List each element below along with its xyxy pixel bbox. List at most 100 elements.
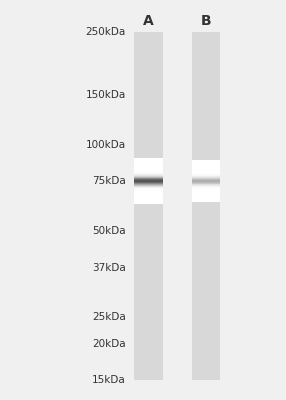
Bar	[134, 182, 163, 183]
Bar	[134, 165, 163, 166]
Bar	[134, 164, 163, 165]
Bar	[192, 191, 220, 192]
Bar	[134, 187, 163, 188]
Bar	[192, 192, 220, 193]
Bar	[192, 186, 220, 187]
Bar	[192, 179, 220, 180]
Bar	[134, 180, 163, 181]
Bar	[134, 199, 163, 200]
Bar	[134, 167, 163, 168]
Bar	[134, 188, 163, 189]
Bar	[192, 193, 220, 194]
Bar	[134, 188, 163, 189]
Bar	[134, 194, 163, 195]
Bar	[134, 167, 163, 168]
Bar	[134, 193, 163, 194]
Bar	[192, 197, 220, 198]
Bar	[192, 167, 220, 168]
Bar	[134, 168, 163, 169]
Bar	[134, 185, 163, 186]
Bar	[192, 189, 220, 190]
Bar	[192, 177, 220, 178]
Bar	[134, 169, 163, 170]
Bar	[134, 197, 163, 198]
Bar	[192, 180, 220, 181]
Bar	[134, 186, 163, 187]
Text: 20kDa: 20kDa	[92, 340, 126, 350]
Text: B: B	[200, 14, 211, 28]
Bar	[192, 189, 220, 190]
Bar	[192, 196, 220, 197]
Bar	[192, 173, 220, 174]
Bar	[134, 184, 163, 185]
Bar	[192, 162, 220, 163]
Bar	[192, 184, 220, 185]
Bar	[192, 196, 220, 197]
Bar	[134, 163, 163, 164]
Bar	[134, 191, 163, 192]
Bar	[192, 199, 220, 200]
Bar	[134, 193, 163, 194]
Bar	[192, 193, 220, 194]
Bar	[134, 172, 163, 173]
Bar	[192, 187, 220, 188]
Bar	[134, 195, 163, 196]
Bar	[192, 179, 220, 180]
Bar	[192, 198, 220, 199]
Bar	[134, 170, 163, 171]
Text: 25kDa: 25kDa	[92, 312, 126, 322]
Bar	[134, 182, 163, 183]
Bar	[192, 169, 220, 170]
Bar	[134, 201, 163, 202]
Bar	[192, 177, 220, 178]
Bar	[134, 163, 163, 164]
Bar	[134, 158, 163, 159]
Bar	[134, 199, 163, 200]
Bar	[134, 184, 163, 185]
Bar	[192, 191, 220, 192]
Bar	[192, 190, 220, 191]
Bar	[192, 175, 220, 176]
Bar	[134, 196, 163, 197]
Bar	[192, 161, 220, 162]
Bar	[192, 192, 220, 193]
Bar	[192, 164, 220, 165]
Text: A: A	[143, 14, 154, 28]
Bar	[192, 168, 220, 169]
Bar	[134, 198, 163, 199]
Bar	[192, 185, 220, 186]
Text: 37kDa: 37kDa	[92, 263, 126, 273]
Bar	[192, 183, 220, 184]
Bar	[134, 189, 163, 190]
Bar	[192, 200, 220, 201]
Bar	[134, 185, 163, 186]
Bar	[192, 163, 220, 164]
Bar	[134, 32, 163, 380]
Bar	[192, 174, 220, 175]
Bar	[192, 173, 220, 174]
Bar	[134, 194, 163, 195]
Bar	[134, 192, 163, 193]
Bar	[192, 165, 220, 166]
Text: 75kDa: 75kDa	[92, 176, 126, 186]
Bar	[192, 166, 220, 167]
Bar	[134, 166, 163, 167]
Bar	[192, 164, 220, 165]
Bar	[134, 195, 163, 196]
Bar	[192, 171, 220, 172]
Bar	[192, 201, 220, 202]
Bar	[134, 183, 163, 184]
Bar	[192, 200, 220, 201]
Bar	[134, 178, 163, 179]
Bar	[134, 168, 163, 169]
Bar	[134, 175, 163, 176]
Bar	[134, 166, 163, 167]
Bar	[134, 203, 163, 204]
Bar	[134, 179, 163, 180]
Bar	[192, 178, 220, 179]
Bar	[134, 179, 163, 180]
Bar	[134, 159, 163, 160]
Bar	[134, 180, 163, 181]
Bar	[134, 190, 163, 191]
Bar	[134, 161, 163, 162]
